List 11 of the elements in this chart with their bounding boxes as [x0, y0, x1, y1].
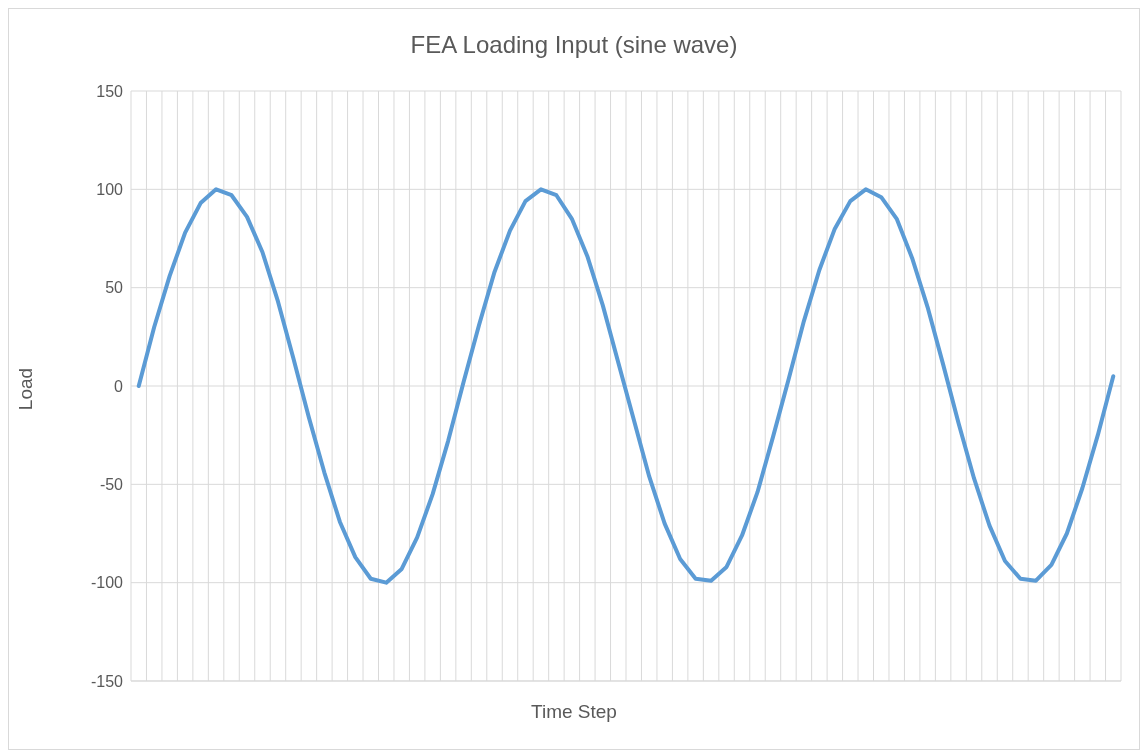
- y-tick-label: 0: [114, 377, 124, 395]
- y-tick-label: -150: [90, 672, 124, 690]
- y-tick-label: -50: [99, 476, 124, 494]
- y-axis-title: Load: [15, 366, 37, 413]
- y-tick-label: 100: [96, 181, 124, 199]
- chart-title: FEA Loading Input (sine wave): [409, 31, 739, 59]
- x-axis-title: Time Step: [530, 701, 618, 723]
- y-tick-label: -100: [90, 574, 124, 592]
- y-tick-label: 150: [96, 82, 124, 100]
- line-series: [136, 187, 1116, 585]
- y-tick-label: 50: [105, 279, 124, 297]
